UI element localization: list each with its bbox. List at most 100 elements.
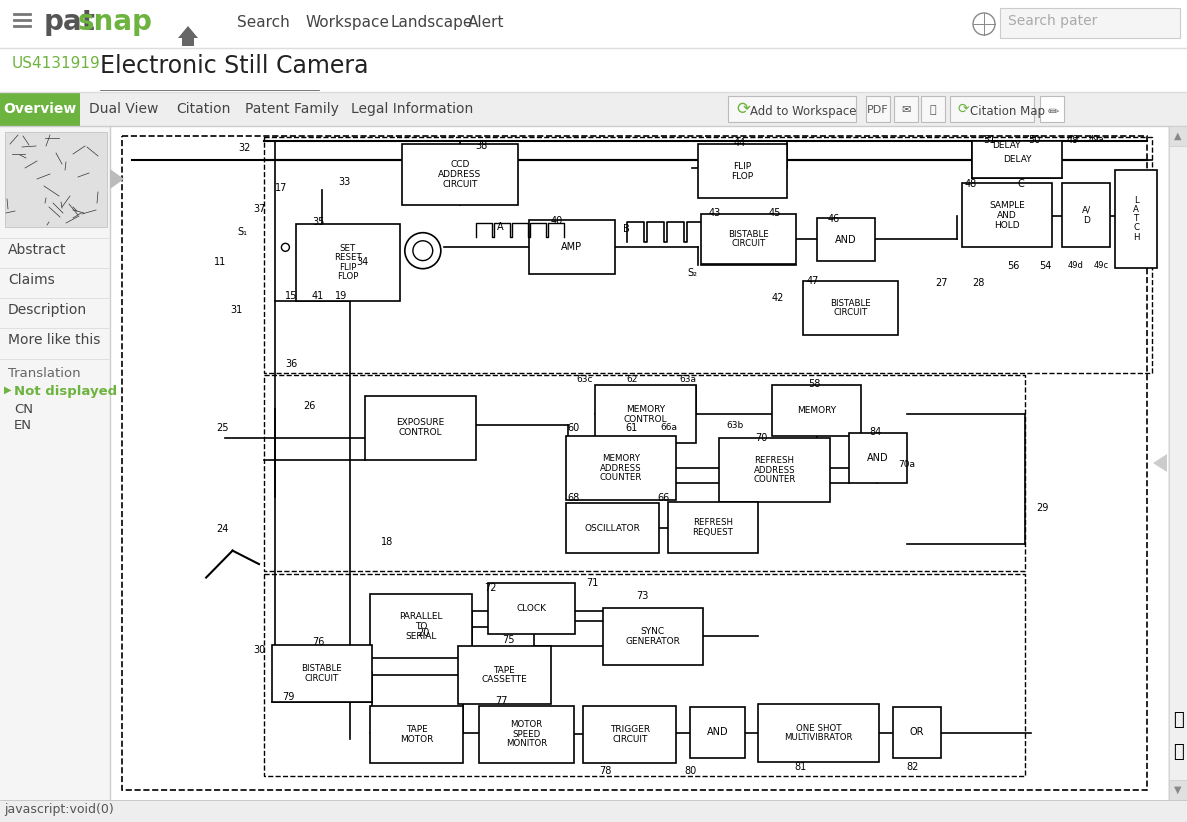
Text: 81: 81 — [794, 761, 806, 772]
Text: 15: 15 — [285, 291, 298, 301]
Bar — [401, 144, 518, 205]
Text: AND: AND — [867, 453, 889, 463]
Text: D: D — [1083, 215, 1090, 224]
Text: ONE SHOT: ONE SHOT — [796, 724, 842, 732]
Bar — [488, 583, 575, 634]
Text: DELAY: DELAY — [992, 141, 1021, 150]
Text: Alert: Alert — [468, 15, 504, 30]
Bar — [182, 36, 193, 46]
Text: MOTOR: MOTOR — [400, 735, 433, 744]
Text: 30: 30 — [254, 645, 266, 655]
Text: L: L — [1134, 196, 1138, 205]
Text: Landscape: Landscape — [391, 15, 472, 30]
Text: 58: 58 — [807, 379, 820, 389]
Text: More like this: More like this — [8, 333, 101, 347]
Bar — [921, 96, 945, 122]
Text: SAMPLE: SAMPLE — [989, 201, 1024, 210]
Bar — [950, 96, 1034, 122]
Bar — [584, 705, 677, 763]
Text: 26: 26 — [304, 401, 316, 411]
Text: REQUEST: REQUEST — [692, 528, 734, 537]
Text: FLIP: FLIP — [339, 263, 356, 271]
Bar — [265, 575, 1026, 777]
Text: SYNC: SYNC — [641, 627, 665, 636]
Text: MEMORY: MEMORY — [796, 406, 836, 415]
Text: Description: Description — [8, 303, 87, 317]
Text: S₁: S₁ — [237, 227, 248, 237]
Polygon shape — [1153, 454, 1167, 472]
Text: 49: 49 — [1067, 135, 1079, 145]
Text: OR: OR — [909, 727, 925, 737]
Bar — [528, 220, 615, 275]
Text: CIRCUIT: CIRCUIT — [612, 735, 648, 744]
Text: MOTOR: MOTOR — [510, 721, 542, 729]
Text: 63b: 63b — [726, 421, 743, 430]
Text: 28: 28 — [972, 278, 985, 288]
Text: CLOCK: CLOCK — [516, 603, 547, 612]
Text: 42: 42 — [772, 293, 783, 303]
Text: A: A — [497, 222, 503, 232]
Text: 24: 24 — [217, 524, 229, 533]
Bar — [0, 92, 80, 126]
Text: 51: 51 — [983, 135, 996, 145]
Text: 82: 82 — [906, 761, 919, 772]
Bar — [817, 219, 875, 261]
Text: 79: 79 — [283, 692, 294, 702]
Text: 33: 33 — [338, 177, 350, 187]
Bar — [849, 432, 907, 483]
Text: TAPE: TAPE — [406, 725, 427, 734]
Bar — [698, 144, 787, 198]
Bar — [112, 126, 1168, 800]
Bar — [121, 136, 1147, 790]
Text: 54: 54 — [1039, 261, 1052, 270]
Bar — [0, 126, 110, 800]
Bar — [893, 707, 941, 758]
Text: BISTABLE: BISTABLE — [301, 664, 342, 673]
Text: 43: 43 — [709, 208, 721, 218]
Bar — [565, 503, 659, 552]
Text: SPEED: SPEED — [513, 730, 540, 739]
Text: 46: 46 — [827, 214, 840, 224]
Text: 80: 80 — [684, 766, 697, 776]
Text: 75: 75 — [502, 635, 515, 645]
Text: C: C — [1134, 224, 1140, 233]
Text: 27: 27 — [935, 278, 948, 288]
Bar — [370, 594, 472, 658]
Text: 25: 25 — [217, 423, 229, 432]
Text: AMP: AMP — [561, 242, 583, 252]
Circle shape — [413, 241, 433, 261]
Text: 17: 17 — [275, 183, 287, 193]
Circle shape — [405, 233, 440, 269]
Text: Add to Workspace: Add to Workspace — [750, 105, 857, 118]
Text: HOLD: HOLD — [994, 220, 1020, 229]
Text: REFRESH: REFRESH — [754, 456, 794, 465]
Text: 11: 11 — [214, 257, 226, 267]
Text: 49d: 49d — [1067, 261, 1084, 270]
Text: 45: 45 — [768, 208, 781, 218]
Text: T: T — [1134, 215, 1138, 224]
Text: CONTROL: CONTROL — [399, 428, 442, 437]
Text: B: B — [623, 224, 629, 233]
Text: ▲: ▲ — [1174, 131, 1182, 141]
Text: 32: 32 — [237, 143, 250, 153]
Bar — [296, 224, 400, 301]
Text: FLOP: FLOP — [731, 172, 754, 181]
Text: 70: 70 — [755, 432, 767, 443]
Text: 44: 44 — [734, 138, 747, 148]
Text: 31: 31 — [230, 305, 242, 315]
Bar — [5, 132, 107, 227]
Text: Citation: Citation — [176, 102, 230, 116]
Text: FLIP: FLIP — [734, 162, 751, 171]
Text: 56: 56 — [1008, 261, 1020, 270]
Text: AND: AND — [836, 234, 857, 245]
Bar — [999, 8, 1180, 38]
Bar — [603, 608, 703, 665]
Text: 37: 37 — [254, 204, 266, 214]
Text: SET: SET — [339, 244, 356, 253]
Text: 66a: 66a — [661, 423, 678, 432]
Bar — [478, 705, 575, 763]
Text: 71: 71 — [586, 578, 599, 588]
Text: CIRCUIT: CIRCUIT — [305, 674, 339, 683]
Text: ⟳: ⟳ — [958, 102, 970, 116]
Text: CN: CN — [14, 403, 33, 416]
